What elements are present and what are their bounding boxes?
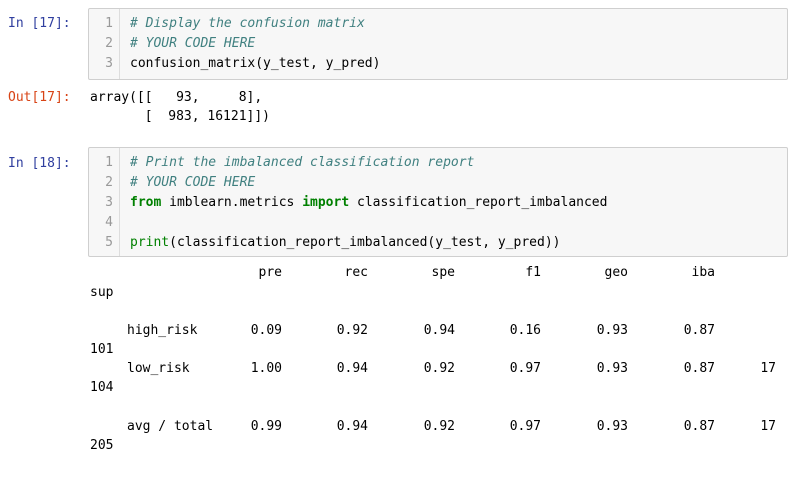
output-line: array([[ 93, 8], [90,90,263,105]
metric-value: 0.87 [683,419,715,434]
import-name: classification_report_imbalanced [349,195,608,210]
line-number: 3 [105,195,113,210]
code-line: confusion_matrix(y_test, y_pred) [130,56,381,71]
input-prompt-18: In [18]: [8,156,71,171]
keyword-import: import [302,195,350,210]
keyword-from: from [130,195,162,210]
support-value: 17 [760,361,776,376]
metric-value: 0.97 [509,419,541,434]
line-number: 2 [105,175,113,190]
column-header: iba [691,265,715,280]
line-number: 5 [105,235,113,250]
code-line: # Print the imbalanced classification re… [130,155,475,170]
line-gutter [89,148,120,256]
support-value: 17 [760,419,776,434]
builtin-print: print [130,235,170,250]
column-header-sup: sup [90,285,114,300]
support-value-wrapped: 101 [90,342,114,357]
metric-value: 0.92 [423,361,455,376]
code-line: print(classification_report_imbalanced(y… [130,233,560,252]
metric-value: 0.94 [336,361,368,376]
code-line: # Display the confusion matrix [130,16,365,31]
line-number: 2 [105,36,113,51]
metric-value: 0.93 [596,419,628,434]
input-prompt-17: In [17]: [8,16,71,31]
module-name: imblearn.metrics [161,195,303,210]
line-number: 4 [105,215,113,230]
output-line: [ 983, 16121]]) [90,109,271,124]
column-header: pre [258,265,282,280]
metric-value: 0.94 [336,419,368,434]
code-line: # YOUR CODE HERE [130,175,256,190]
line-number: 1 [105,155,113,170]
metric-value: 0.94 [423,323,455,338]
metric-value: 0.92 [336,323,368,338]
metric-value: 0.93 [596,323,628,338]
metric-value: 0.97 [509,361,541,376]
metric-value: 0.92 [423,419,455,434]
call-args: (classification_report_imbalanced(y_test… [169,235,561,250]
metric-value: 0.93 [596,361,628,376]
support-value-wrapped: 205 [90,438,114,453]
column-header: rec [344,265,368,280]
metric-value: 0.87 [683,361,715,376]
line-gutter [89,9,120,79]
line-number: 3 [105,56,113,71]
code-cell-17[interactable]: 1 # Display the confusion matrix 2 # YOUR … [88,8,788,80]
row-label: high_risk [127,323,198,338]
metric-value: 1.00 [250,361,282,376]
row-label: avg / total [127,419,214,434]
metric-value: 0.09 [250,323,282,338]
row-label: low_risk [127,361,190,376]
metric-value: 0.99 [250,419,282,434]
column-header: geo [604,265,628,280]
column-header: f1 [525,265,541,280]
code-line: # YOUR CODE HERE [130,36,256,51]
line-number: 1 [105,16,113,31]
code-line: from imblearn.metrics import classificat… [130,193,607,212]
code-cell-18[interactable]: 1 # Print the imbalanced classification r… [88,147,788,257]
metric-value: 0.16 [509,323,541,338]
support-value-wrapped: 104 [90,380,114,395]
metric-value: 0.87 [683,323,715,338]
output-prompt-17: Out[17]: [8,90,71,105]
column-header: spe [431,265,455,280]
